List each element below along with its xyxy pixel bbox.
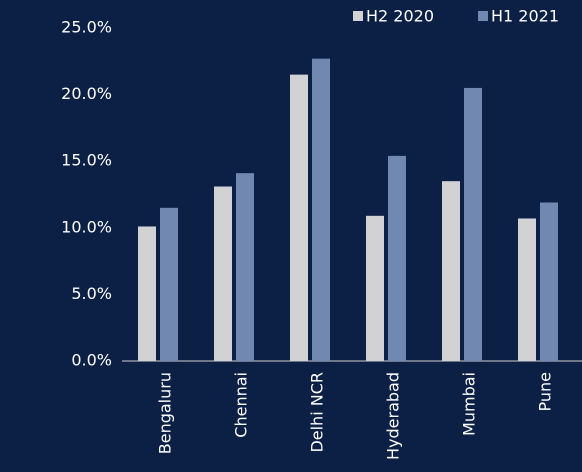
bar bbox=[442, 181, 460, 361]
bar bbox=[138, 226, 156, 361]
x-tick-label: Pune bbox=[536, 372, 555, 412]
bar bbox=[540, 202, 558, 361]
legend-label: H1 2021 bbox=[491, 7, 559, 26]
bar bbox=[464, 87, 482, 361]
legend-swatch bbox=[353, 11, 363, 21]
x-tick-label: Hyderabad bbox=[384, 372, 403, 460]
bar bbox=[160, 207, 178, 361]
x-tick-label: Mumbai bbox=[460, 372, 479, 436]
bar bbox=[214, 186, 232, 361]
y-tick-label: 25.0% bbox=[61, 18, 112, 37]
bar bbox=[290, 74, 308, 362]
x-tick-label: Delhi NCR bbox=[308, 372, 327, 453]
x-tick-label: Chennai bbox=[232, 372, 251, 438]
y-tick-label: 5.0% bbox=[71, 284, 112, 303]
y-tick-label: 15.0% bbox=[61, 151, 112, 170]
bar bbox=[366, 215, 384, 361]
x-tick-label: Bengaluru bbox=[156, 372, 175, 454]
bar bbox=[388, 155, 406, 361]
bar bbox=[312, 58, 330, 362]
bar bbox=[518, 218, 536, 361]
legend-label: H2 2020 bbox=[366, 7, 434, 26]
y-tick-label: 0.0% bbox=[71, 351, 112, 370]
y-tick-label: 20.0% bbox=[61, 84, 112, 103]
legend-swatch bbox=[478, 11, 488, 21]
y-tick-label: 10.0% bbox=[61, 217, 112, 236]
bar bbox=[236, 173, 254, 361]
